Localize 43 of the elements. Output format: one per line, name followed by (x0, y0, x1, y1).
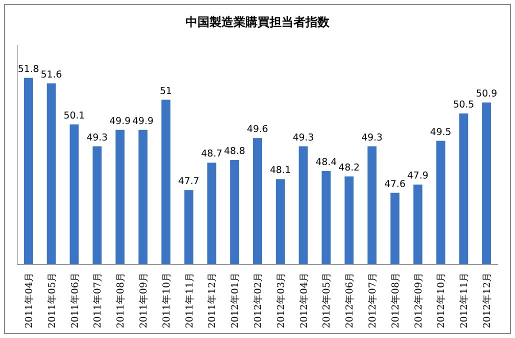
x-tick-label: 2012年11月 (458, 272, 470, 328)
x-tick-label: 2011年10月 (160, 272, 172, 328)
data-label: 51 (160, 86, 172, 97)
data-label: 48.7 (201, 148, 222, 160)
data-label: 48.8 (224, 146, 246, 157)
x-tick-label: 2012年08月 (389, 272, 402, 328)
x-tick-label: 2012年02月 (252, 272, 264, 328)
x-tick-label: 2011年04月 (22, 272, 35, 328)
x-tick-label: 2011年07月 (92, 272, 104, 328)
x-tick-label: 2012年01月 (229, 272, 242, 328)
data-label: 49.9 (109, 116, 131, 127)
data-label: 51.6 (40, 69, 62, 80)
data-label: 48.1 (270, 165, 291, 176)
x-tick-label: 2011年09月 (137, 272, 150, 328)
x-tick-label: 2012年04月 (298, 272, 310, 328)
data-label: 50.1 (64, 110, 85, 122)
data-label: 49.9 (132, 116, 154, 127)
data-label: 50.5 (453, 99, 474, 110)
data-label: 48.2 (338, 162, 360, 174)
data-label: 49.6 (246, 124, 268, 136)
x-tick-label: 2011年12月 (206, 272, 218, 328)
x-tick-label: 2011年08月 (114, 272, 127, 328)
x-tick-label: 2012年05月 (320, 272, 333, 328)
chart-title: 中国製造業購買担当者指数 (186, 15, 330, 29)
data-label: 49.3 (86, 132, 108, 144)
x-tick-label: 2011年11月 (183, 272, 196, 328)
data-label: 47.6 (384, 178, 406, 190)
data-label: 49.5 (430, 126, 452, 138)
data-label: 49.3 (292, 132, 314, 144)
data-label: 48.4 (316, 156, 337, 168)
x-tick-label: 2011年05月 (46, 272, 58, 328)
x-tick-label: 2012年03月 (274, 272, 287, 328)
data-label: 49.3 (361, 132, 383, 144)
data-label: 47.7 (178, 176, 200, 188)
x-tick-label: 2012年06月 (344, 272, 356, 328)
x-tick-label: 2012年09月 (412, 272, 424, 328)
x-tick-label: 2012年07月 (366, 272, 379, 328)
data-label: 47.9 (407, 170, 428, 182)
x-tick-label: 2012年10月 (435, 272, 448, 328)
data-label: 50.9 (476, 88, 498, 100)
data-label: 51.8 (18, 64, 40, 75)
x-tick-label: 2011年06月 (68, 272, 81, 328)
x-tick-label: 2012年12月 (481, 272, 494, 328)
